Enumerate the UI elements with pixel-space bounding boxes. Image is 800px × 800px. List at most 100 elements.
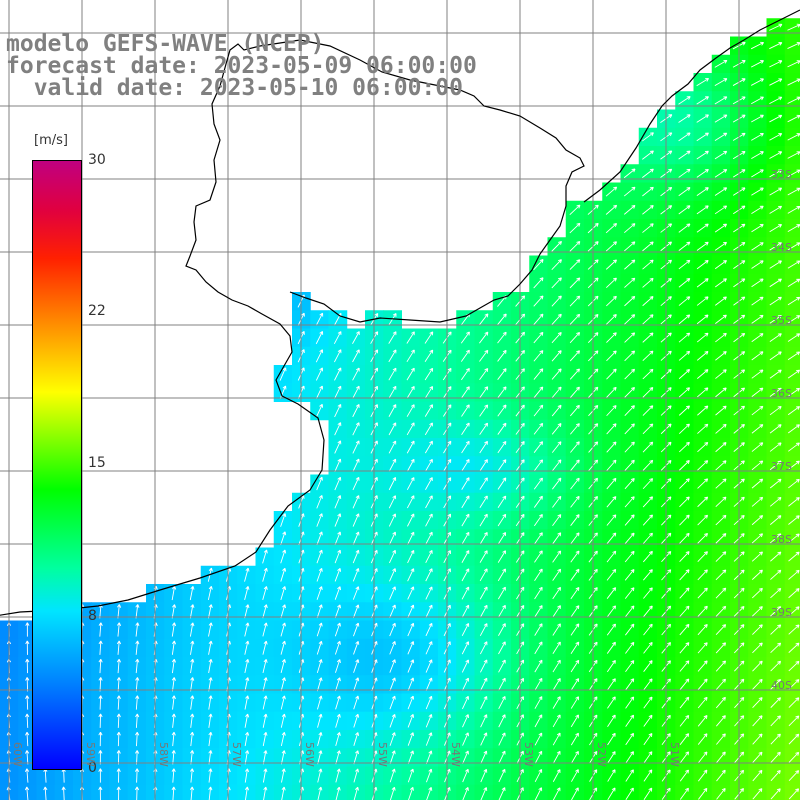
- wind-arrow: [770, 551, 782, 562]
- wind-arrow: [334, 531, 342, 546]
- wind-arrow: [643, 641, 653, 654]
- wind-arrow: [534, 769, 543, 783]
- wind-arrow: [460, 349, 470, 362]
- wind-arrow: [352, 604, 360, 619]
- wind-arrow: [552, 605, 561, 618]
- wind-arrow: [751, 260, 764, 269]
- wind-arrow: [696, 332, 709, 343]
- wind-arrow: [534, 586, 543, 600]
- wind-arrow: [552, 514, 562, 527]
- wind-arrow: [388, 349, 397, 363]
- wind-arrow: [352, 586, 360, 600]
- wind-arrow: [696, 168, 709, 178]
- wind-arrow: [497, 604, 506, 618]
- colorbar-tick-30: 30: [88, 152, 106, 168]
- wind-arrow: [769, 460, 782, 471]
- wind-arrow: [497, 459, 507, 472]
- wind-arrow: [389, 641, 396, 655]
- wind-arrow: [461, 550, 470, 563]
- wind-cell: [602, 784, 621, 800]
- wind-arrow: [171, 622, 177, 637]
- wind-arrow: [714, 187, 728, 196]
- wind-arrow: [769, 23, 783, 31]
- wind-arrow: [461, 404, 470, 417]
- wind-arrow: [98, 786, 103, 800]
- wind-arrow: [642, 441, 654, 453]
- wind-arrow: [316, 604, 323, 619]
- wind-arrow: [497, 477, 507, 490]
- wind-arrow: [407, 713, 415, 728]
- wind-arrow: [98, 768, 103, 783]
- wind-arrow: [426, 786, 433, 800]
- wind-arrow: [352, 549, 360, 564]
- wind-arrow: [98, 731, 103, 747]
- wind-arrow: [317, 732, 323, 747]
- wind-arrow: [334, 586, 342, 600]
- wind-arrow: [316, 677, 323, 692]
- wind-arrow: [280, 750, 286, 765]
- wind-arrow: [678, 278, 691, 288]
- colorbar-unit: [m/s]: [34, 133, 68, 148]
- wind-cell: [784, 511, 800, 530]
- wind-arrow: [679, 460, 690, 471]
- wind-arrow: [552, 477, 562, 490]
- wind-arrow: [389, 677, 396, 692]
- wind-arrow: [697, 769, 708, 782]
- wind-arrow: [624, 295, 636, 307]
- title-forecast-date: forecast date: 2023-05-09 06:00:00: [6, 53, 477, 79]
- wind-arrow: [716, 733, 726, 745]
- wind-arrow: [534, 623, 543, 636]
- wind-arrow: [462, 695, 470, 710]
- wind-arrow: [315, 367, 324, 381]
- lon-label: 53W: [522, 742, 535, 767]
- wind-arrow: [190, 640, 195, 655]
- wind-arrow: [388, 458, 397, 472]
- wind-arrow: [335, 750, 341, 765]
- wind-arrow: [171, 786, 176, 800]
- wind-arrow: [461, 641, 470, 655]
- wind-arrow: [770, 533, 782, 544]
- wind-cell: [784, 401, 800, 421]
- lon-label: 59W: [84, 742, 97, 767]
- wind-arrow: [551, 386, 562, 399]
- wind-cell: [784, 638, 800, 658]
- wind-arrow: [715, 332, 727, 343]
- wind-arrow: [678, 296, 691, 306]
- wind-arrow: [678, 259, 691, 270]
- wind-arrow: [787, 315, 800, 324]
- wind-arrow: [389, 568, 396, 582]
- wind-arrow: [25, 713, 30, 728]
- wind-arrow: [642, 478, 654, 490]
- wind-arrow: [171, 658, 176, 674]
- wind-arrow: [752, 606, 763, 617]
- wind-arrow: [533, 477, 543, 490]
- wind-arrow: [570, 441, 580, 453]
- wind-arrow: [334, 440, 342, 454]
- wind-arrow: [642, 241, 654, 252]
- wind-arrow: [607, 787, 616, 800]
- wind-arrow: [714, 169, 728, 178]
- wind-arrow: [135, 604, 140, 619]
- wind-arrow: [769, 151, 783, 159]
- wind-arrow: [551, 423, 562, 435]
- wind-arrow: [478, 313, 489, 326]
- wind-arrow: [208, 750, 213, 765]
- wind-arrow: [751, 569, 763, 580]
- wind-arrow: [605, 186, 618, 197]
- wind-arrow: [479, 495, 488, 509]
- wind-arrow: [461, 604, 470, 618]
- wind-arrow: [751, 314, 764, 324]
- wind-arrow: [352, 367, 360, 381]
- wind-arrow: [642, 205, 654, 215]
- wind-arrow: [135, 750, 140, 765]
- wind-arrow: [497, 550, 506, 563]
- wind-arrow: [352, 458, 360, 472]
- wind-arrow: [788, 569, 800, 580]
- wind-arrow: [98, 622, 103, 637]
- wind-arrow: [788, 606, 800, 617]
- wind-arrow: [244, 658, 250, 674]
- wind-arrow: [605, 223, 618, 234]
- wind-arrow: [388, 495, 397, 509]
- wind-arrow: [244, 567, 250, 582]
- wind-arrow: [533, 277, 544, 289]
